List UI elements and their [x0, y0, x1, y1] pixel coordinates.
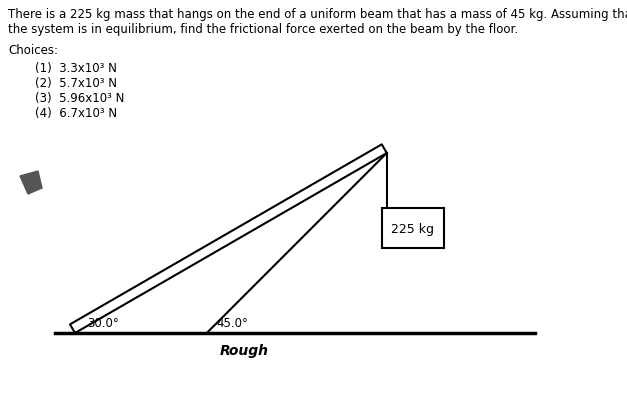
Text: 30.0°: 30.0° [87, 316, 119, 329]
Text: (4)  6.7x10³ N: (4) 6.7x10³ N [35, 107, 117, 120]
Text: (1)  3.3x10³ N: (1) 3.3x10³ N [35, 62, 117, 75]
Text: Rough: Rough [220, 343, 269, 357]
Text: (3)  5.96x10³ N: (3) 5.96x10³ N [35, 92, 124, 105]
Text: 225 kg: 225 kg [391, 222, 435, 235]
Text: (2)  5.7x10³ N: (2) 5.7x10³ N [35, 77, 117, 90]
Polygon shape [20, 172, 42, 194]
Text: Choices:: Choices: [8, 44, 58, 57]
Text: There is a 225 kg mass that hangs on the end of a uniform beam that has a mass o: There is a 225 kg mass that hangs on the… [8, 8, 627, 21]
Text: the system is in equilibrium, find the frictional force exerted on the beam by t: the system is in equilibrium, find the f… [8, 23, 518, 36]
Bar [382, 209, 444, 248]
Polygon shape [70, 145, 387, 333]
Text: 45.0°: 45.0° [217, 316, 249, 329]
